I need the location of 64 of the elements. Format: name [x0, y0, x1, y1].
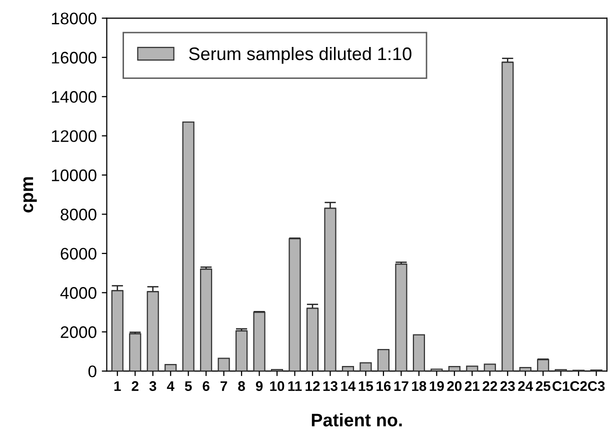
y-tick-label: 14000: [52, 91, 96, 103]
x-tick-label: 15: [358, 381, 374, 392]
y-tick-label: 8000: [60, 208, 96, 220]
bar: [412, 334, 425, 372]
x-tick-label: 22: [482, 381, 498, 391]
bar: [466, 366, 478, 372]
x-tick-label: 11: [288, 381, 302, 391]
x-tick-label: 13: [323, 381, 338, 392]
x-tick-label: 1: [114, 381, 121, 391]
bar: [360, 362, 372, 372]
bar: [377, 348, 390, 372]
bar: [537, 359, 550, 372]
x-tick-label: 14: [341, 381, 356, 391]
x-tick-label: 10: [270, 381, 284, 392]
bar: [502, 62, 514, 372]
y-tick-label: 16000: [52, 52, 96, 64]
x-tick-label: 17: [394, 381, 408, 391]
bar: [236, 330, 248, 372]
bar: [519, 366, 532, 372]
y-tick-label: 18000: [52, 12, 96, 24]
x-tick-label: 24: [518, 381, 534, 391]
bar: [146, 291, 159, 372]
bar: [342, 366, 354, 372]
x-tick-label: C2: [570, 381, 587, 392]
bar: [484, 364, 496, 372]
x-tick-label: 5: [184, 381, 192, 392]
x-tick-label: 2: [132, 381, 138, 391]
bar: [324, 208, 336, 372]
x-tick-label: 9: [256, 381, 263, 392]
legend-label: Serum samples diluted 1:10: [189, 46, 412, 64]
x-tick-label: 23: [500, 381, 515, 392]
bar: [182, 122, 194, 372]
bar: [164, 364, 177, 372]
x-tick-label: 25: [536, 381, 550, 392]
bar: [253, 312, 266, 372]
y-tick-label: 4000: [60, 287, 96, 299]
y-tick-label: 12000: [52, 130, 96, 142]
x-tick-label: 21: [464, 381, 480, 391]
x-axis-title: Patient no.: [312, 413, 402, 426]
y-tick-label: 10000: [52, 169, 96, 182]
x-tick-label: 4: [166, 381, 174, 391]
x-tick-label: 6: [202, 381, 210, 392]
x-tick-label: 16: [376, 381, 391, 392]
x-tick-label: C3: [588, 381, 605, 392]
x-tick-label: 12: [306, 381, 320, 391]
x-tick-label: C1: [552, 381, 570, 392]
x-tick-label: 8: [238, 381, 245, 392]
x-tick-label: 7: [220, 381, 228, 391]
y-tick-label: 2000: [60, 326, 96, 338]
x-tick-label: 20: [447, 381, 462, 392]
y-axis-title: cpm: [23, 177, 37, 212]
x-tick-label: 19: [430, 381, 444, 392]
bar: [111, 290, 124, 372]
y-tick-label: 0: [88, 365, 96, 378]
bar: [218, 358, 230, 372]
bar: [129, 333, 142, 372]
bar: [200, 268, 212, 372]
bar: [448, 366, 460, 372]
y-tick-label: 6000: [60, 248, 96, 260]
bar: [288, 238, 301, 372]
bar: [395, 264, 408, 372]
x-tick-label: 3: [149, 381, 156, 392]
bar: [306, 308, 319, 372]
x-tick-label: 18: [412, 381, 426, 392]
